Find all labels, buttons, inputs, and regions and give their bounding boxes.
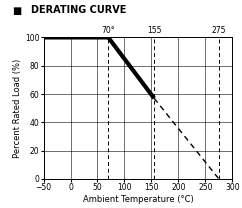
Y-axis label: Percent Rated Load (%): Percent Rated Load (%) — [13, 58, 22, 158]
Text: ■: ■ — [12, 6, 21, 16]
Text: 70°: 70° — [101, 26, 115, 35]
Text: DERATING CURVE: DERATING CURVE — [31, 5, 127, 15]
Text: 275: 275 — [212, 26, 226, 35]
X-axis label: Ambient Temperature (°C): Ambient Temperature (°C) — [83, 195, 193, 204]
Text: 155: 155 — [147, 26, 161, 35]
